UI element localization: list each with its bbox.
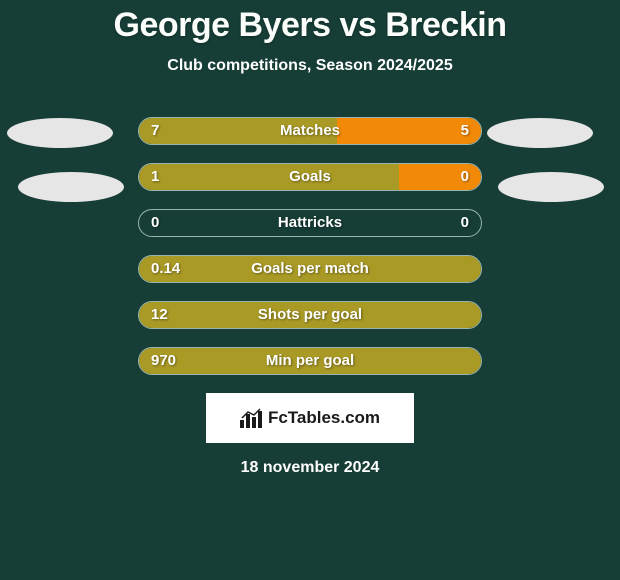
avatar-left-1 [7, 118, 113, 148]
stat-row: 0.14Goals per match [138, 255, 482, 283]
chart-icon [240, 408, 262, 428]
logo-text: FcTables.com [268, 408, 380, 428]
season-subtitle: Club competitions, Season 2024/2025 [0, 57, 620, 75]
metric-label: Goals [139, 168, 481, 185]
fctables-logo[interactable]: FcTables.com [206, 393, 414, 443]
metric-label: Min per goal [139, 352, 481, 369]
stat-row: 10Goals [138, 163, 482, 191]
avatar-right-2 [498, 172, 604, 202]
stat-row: 970Min per goal [138, 347, 482, 375]
metric-label: Hattricks [139, 214, 481, 231]
stat-row: 12Shots per goal [138, 301, 482, 329]
page-title: George Byers vs Breckin [0, 0, 620, 45]
stat-row: 00Hattricks [138, 209, 482, 237]
date-label: 18 november 2024 [0, 459, 620, 477]
comparison-chart: 75Matches 10Goals 00Hattricks 0.14Goals per… [0, 117, 620, 375]
metric-label: Matches [139, 122, 481, 139]
avatar-right-1 [487, 118, 593, 148]
stat-row: 75Matches [138, 117, 482, 145]
avatar-left-2 [18, 172, 124, 202]
metric-label: Shots per goal [139, 306, 481, 323]
metric-label: Goals per match [139, 260, 481, 277]
